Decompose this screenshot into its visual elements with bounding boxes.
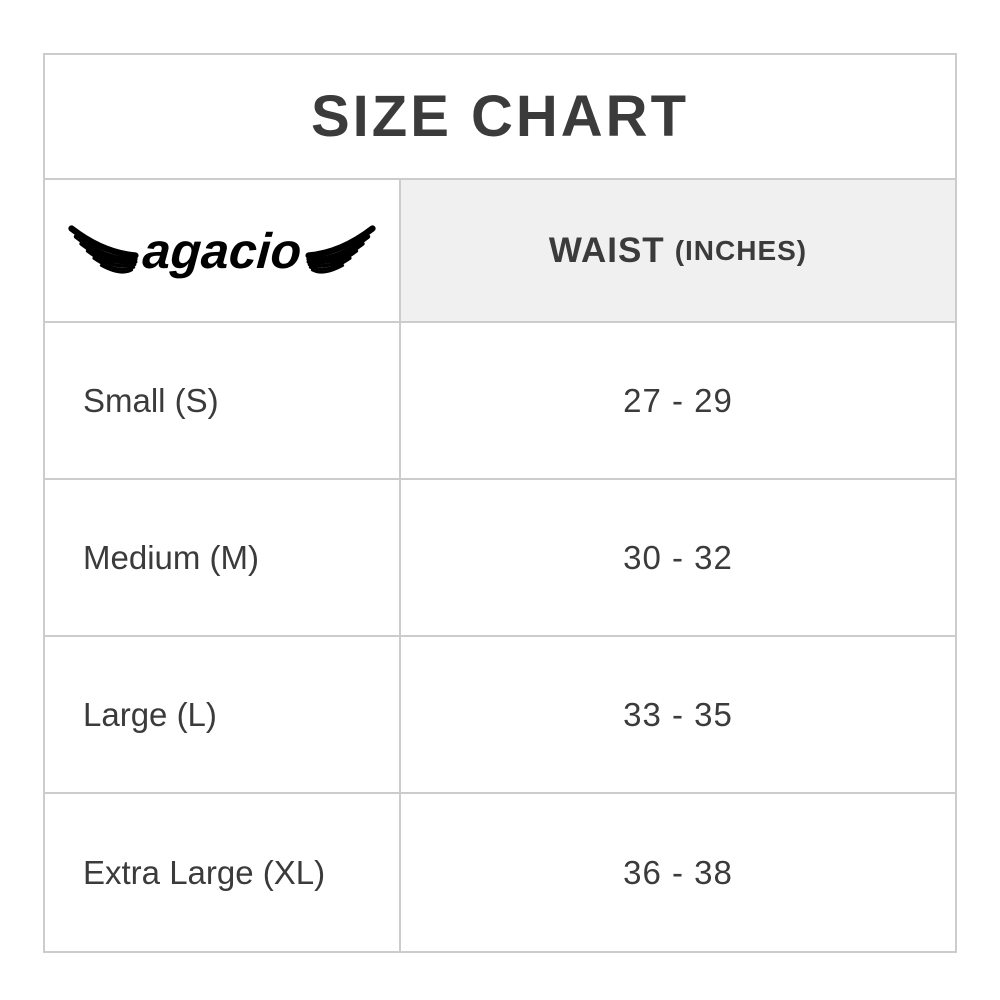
waist-range-medium: 30 - 32 <box>401 480 955 637</box>
size-label-medium: Medium (M) <box>45 480 401 637</box>
size-chart-table: SIZE CHART agacio <box>43 53 957 953</box>
waist-range-large: 33 - 35 <box>401 637 955 794</box>
right-wing-icon <box>305 222 377 280</box>
waist-header-unit: (INCHES) <box>674 234 808 266</box>
page-title: SIZE CHART <box>45 55 955 180</box>
size-label-large: Large (L) <box>45 637 401 794</box>
waist-range-extra-large: 36 - 38 <box>623 853 733 891</box>
waist-range-small: 27 - 29 <box>401 323 955 480</box>
waist-header-label: WAIST <box>548 230 665 270</box>
size-label-small: Small (S) <box>45 323 401 480</box>
brand-logo-cell: agacio <box>45 180 401 323</box>
left-wing-icon <box>67 222 139 280</box>
size-label-extra-large: Extra Large (XL) <box>45 794 401 951</box>
waist-column-header: WAIST (INCHES) <box>401 180 955 323</box>
brand-name: agacio <box>140 222 304 279</box>
